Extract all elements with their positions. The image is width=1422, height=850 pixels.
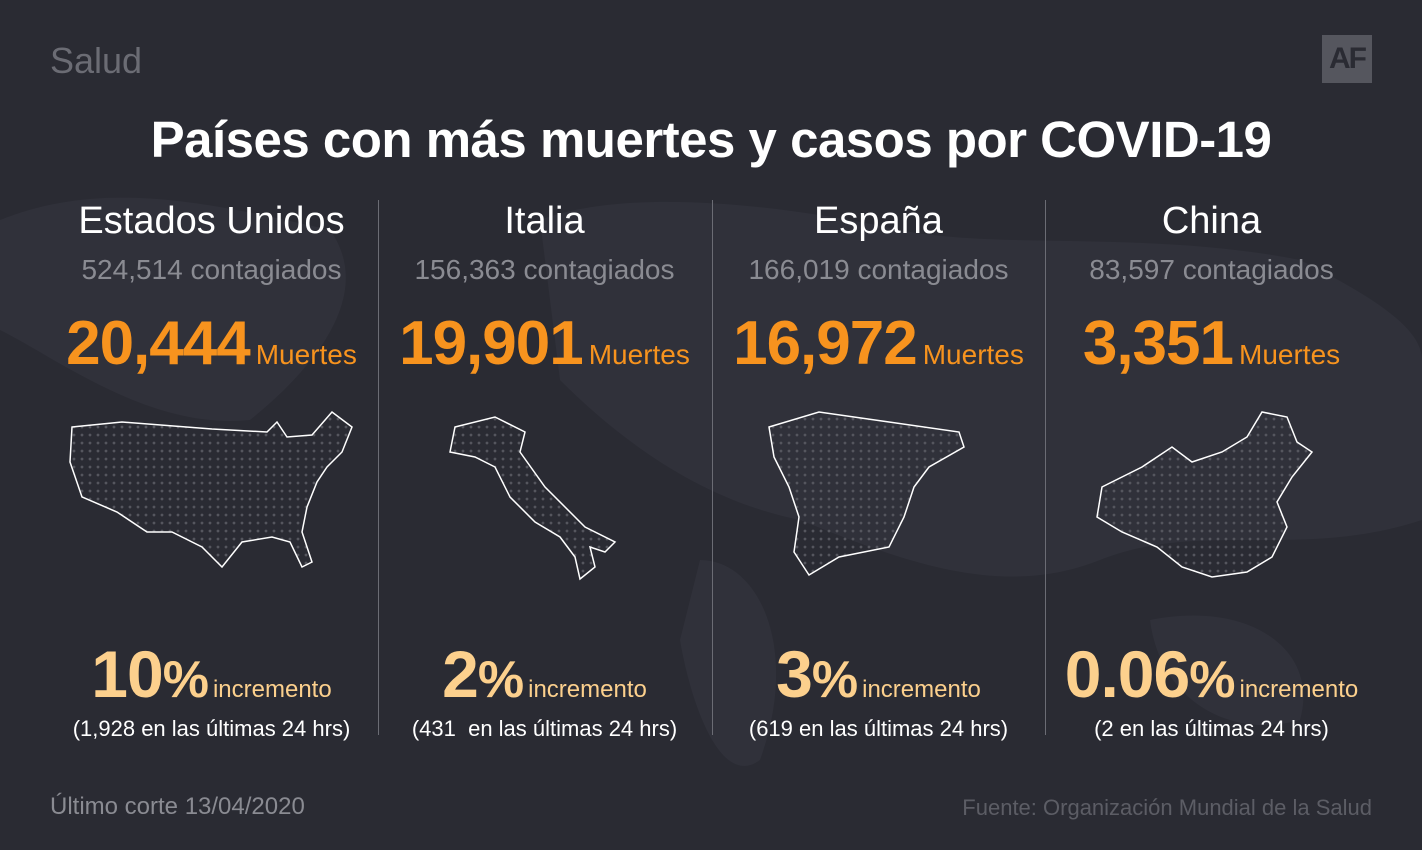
increase-detail: (619 en las últimas 24 hrs) xyxy=(748,716,1009,741)
cases-unit: contagiados xyxy=(523,254,675,285)
source-note: Fuente: Organización Mundial de la Salud xyxy=(962,795,1372,820)
deaths-number: 16,972 xyxy=(733,309,918,378)
country-map xyxy=(68,410,353,569)
increase-detail: (1,928 en las últimas 24 hrs) xyxy=(72,716,351,741)
increase: 10% incremento xyxy=(45,636,378,712)
increase-label: incremento xyxy=(1239,676,1359,703)
country-name: China xyxy=(1161,200,1262,242)
country-name: España xyxy=(814,200,943,242)
increase: 3% incremento xyxy=(712,636,1045,712)
cases-number: 83,597 xyxy=(1089,254,1175,285)
divider xyxy=(378,200,379,735)
cases: 524,514 contagiados xyxy=(45,254,378,286)
increase-number: 2 xyxy=(442,637,479,711)
cases-number: 156,363 xyxy=(414,254,516,285)
increase-unit: % xyxy=(811,651,859,709)
deaths-unit: Muertes xyxy=(1239,339,1341,370)
increase-detail: (431 en las últimas 24 hrs) xyxy=(411,716,678,741)
cases: 83,597 contagiados xyxy=(1045,254,1378,286)
country-map xyxy=(1095,411,1313,578)
country-map xyxy=(448,416,616,581)
country-shape xyxy=(767,411,965,577)
country-column: Italia 156,363 contagiados 19,901 Muertes 2%… xyxy=(378,200,711,741)
increase-label: incremento xyxy=(528,676,647,703)
date-note: Último corte 13/04/2020 xyxy=(50,793,305,820)
world-map xyxy=(0,197,1422,766)
deaths-number: 20,444 xyxy=(66,309,251,378)
deaths-number: 19,901 xyxy=(399,309,584,378)
increase: 0.06% incremento xyxy=(1045,636,1378,712)
cases-unit: contagiados xyxy=(190,254,342,285)
increase-unit: % xyxy=(1189,651,1236,709)
country-column: España 166,019 contagiados 16,972 Muertes 3%… xyxy=(712,200,1045,741)
section-label: Salud xyxy=(50,40,143,81)
logo: AF xyxy=(1322,35,1372,83)
deaths: 3,351 Muertes xyxy=(1045,308,1378,379)
increase-detail: (2 en las últimas 24 hrs) xyxy=(1094,716,1329,741)
country-shape xyxy=(1095,411,1313,578)
increase-unit: % xyxy=(162,651,209,709)
divider xyxy=(1045,200,1046,735)
cases-unit: contagiados xyxy=(1182,254,1334,285)
deaths-unit: Muertes xyxy=(922,339,1024,370)
deaths-unit: Muertes xyxy=(588,339,690,370)
increase-number: 3 xyxy=(776,637,813,711)
country-name: Italia xyxy=(504,200,585,242)
increase: 2% incremento xyxy=(378,636,711,712)
country-shape xyxy=(68,410,353,569)
increase-unit: % xyxy=(477,651,525,709)
cases-number: 166,019 xyxy=(748,254,850,285)
deaths: 20,444 Muertes xyxy=(45,308,378,379)
cases: 156,363 contagiados xyxy=(378,254,711,286)
country-column: Estados Unidos 524,514 contagiados 20,444 M… xyxy=(45,200,378,741)
country-map xyxy=(767,411,965,577)
deaths-unit: Muertes xyxy=(255,339,357,370)
deaths: 19,901 Muertes xyxy=(378,308,711,379)
country-shape xyxy=(448,416,616,581)
deaths: 16,972 Muertes xyxy=(712,308,1045,379)
divider xyxy=(712,200,713,735)
increase-label: incremento xyxy=(862,676,981,703)
title: Países con más muertes y casos por COVID… xyxy=(150,111,1272,168)
cases: 166,019 contagiados xyxy=(712,254,1045,286)
increase-number: 10 xyxy=(91,637,163,711)
deaths-number: 3,351 xyxy=(1082,309,1234,378)
increase-number: 0.06 xyxy=(1064,637,1190,711)
country-column: China 83,597 contagiados 3,351 Muertes 0.06%… xyxy=(1045,200,1378,741)
cases-unit: contagiados xyxy=(857,254,1009,285)
increase-label: incremento xyxy=(212,676,332,703)
country-name: Estados Unidos xyxy=(78,200,345,242)
cases-number: 524,514 xyxy=(81,254,183,285)
